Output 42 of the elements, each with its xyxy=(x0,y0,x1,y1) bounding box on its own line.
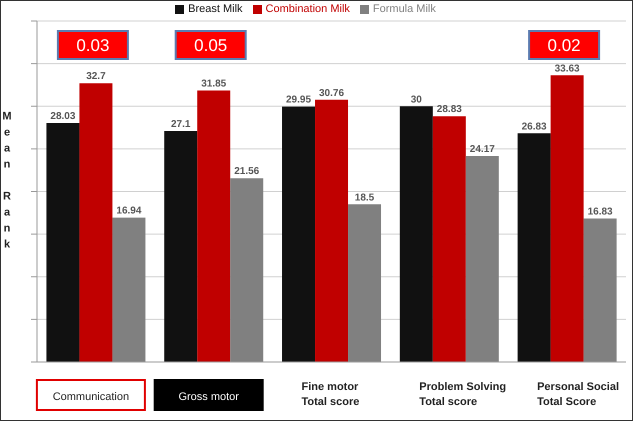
data-label: 32.7 xyxy=(86,71,106,82)
bar xyxy=(315,100,348,362)
bar xyxy=(46,123,80,362)
data-label: 16.83 xyxy=(588,206,614,218)
data-label: 24.17 xyxy=(470,144,496,155)
bar xyxy=(584,218,617,362)
data-label: 28.83 xyxy=(436,104,462,116)
bar xyxy=(197,90,230,362)
data-label: 30 xyxy=(410,94,422,106)
bar xyxy=(550,75,584,362)
x-tick-label: Communication xyxy=(52,391,130,403)
x-tick-label: Problem Solving Total score xyxy=(419,381,506,408)
data-label: 28.03 xyxy=(50,111,76,122)
annotation: 0.05 xyxy=(194,36,228,55)
bar xyxy=(466,156,499,362)
data-label: 33.63 xyxy=(554,63,580,74)
bar xyxy=(432,116,466,362)
data-label: 26.83 xyxy=(522,121,548,132)
data-label: 29.95 xyxy=(286,94,312,106)
bar xyxy=(518,133,551,362)
data-label: 31.85 xyxy=(201,78,227,90)
data-label: 21.56 xyxy=(234,166,260,178)
legend-label: Breast Milk xyxy=(188,3,243,15)
data-label: 30.76 xyxy=(319,88,344,99)
annotation: 0.02 xyxy=(548,36,581,55)
bar xyxy=(400,106,433,362)
text: Mean Rank xyxy=(2,110,12,250)
x-tick-label: Personal Social Total Score xyxy=(537,381,620,408)
bar xyxy=(112,218,146,362)
data-label: 27.1 xyxy=(170,118,191,130)
legend-label: Formula Milk xyxy=(372,3,436,15)
legend-label: Combination Milk xyxy=(266,3,350,15)
bar xyxy=(79,83,112,362)
bar xyxy=(282,106,316,362)
x-tick-label: Fine motor Total score xyxy=(302,381,360,408)
annotation: 0.03 xyxy=(76,36,110,55)
data-label: 18.5 xyxy=(354,192,375,204)
bar xyxy=(348,204,382,362)
x-tick-label: Gross motor xyxy=(178,391,240,403)
bar xyxy=(230,178,264,362)
data-label: 16.94 xyxy=(116,206,142,217)
bar xyxy=(164,130,198,362)
